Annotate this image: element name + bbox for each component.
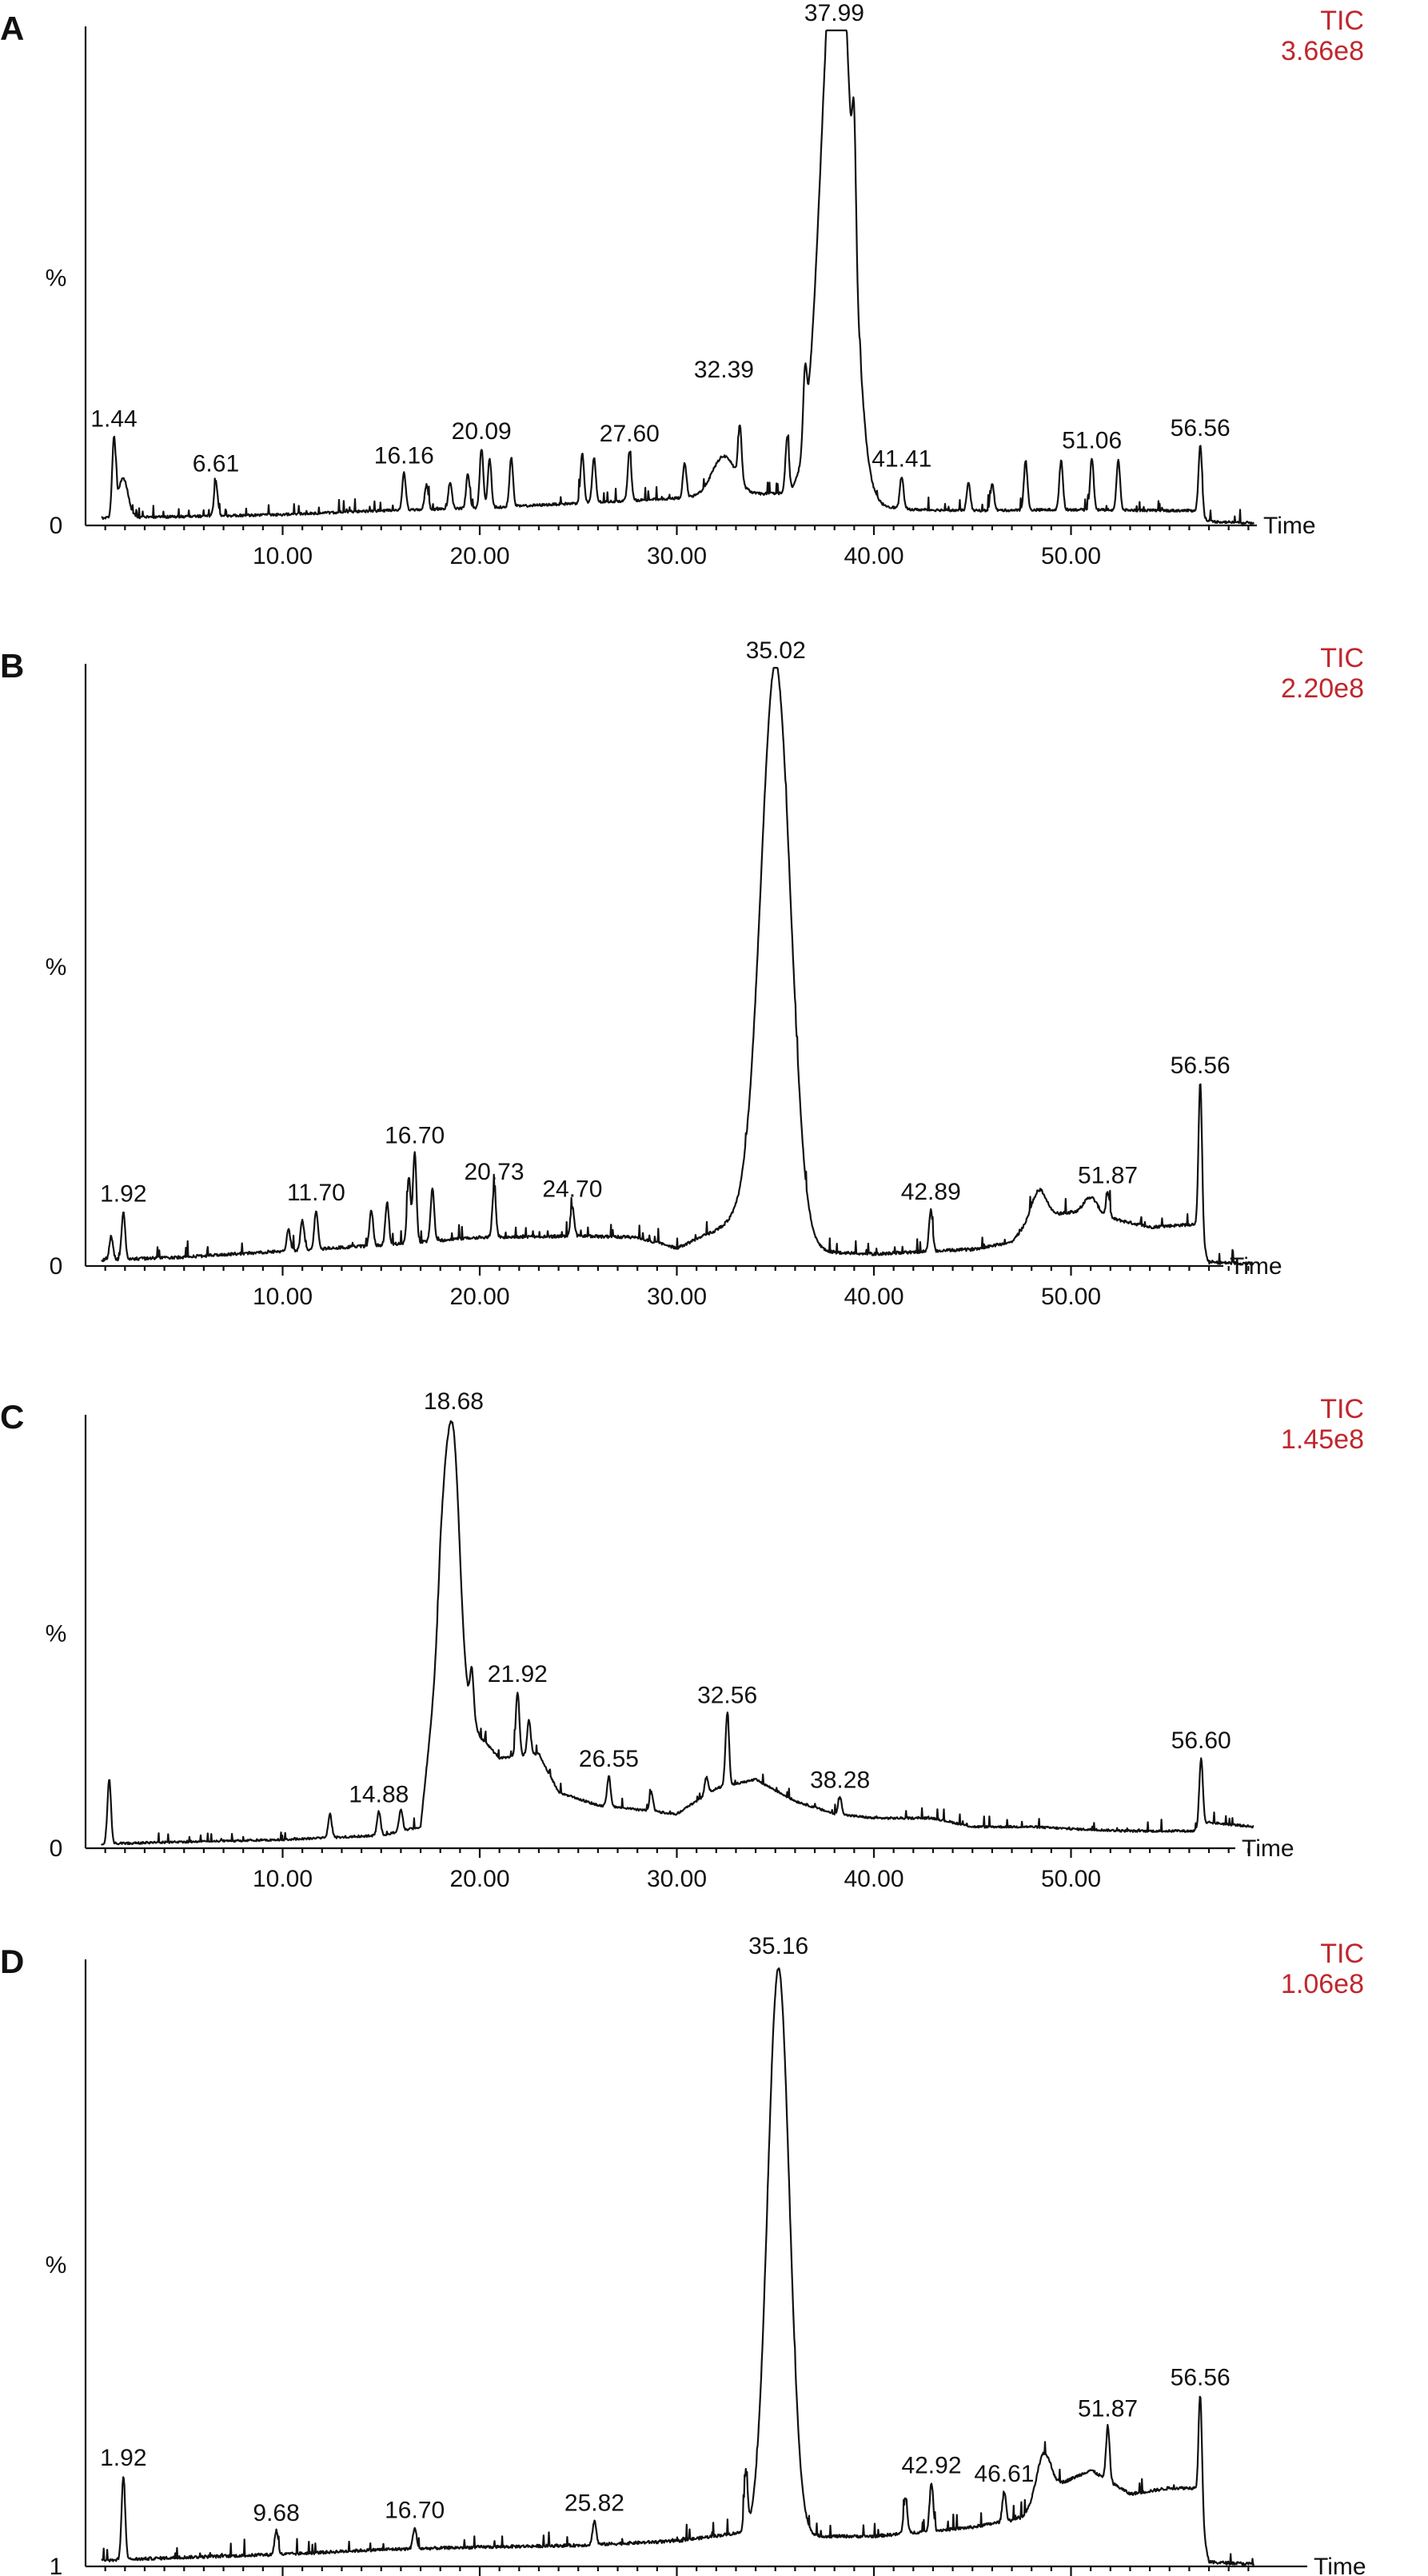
- y-zero-label: 0: [50, 1835, 63, 1862]
- x-tick-label: 10.00: [253, 1866, 313, 1892]
- peak-label: 46.61: [974, 2461, 1034, 2487]
- x-axis-label: Time: [1263, 513, 1316, 539]
- tic-value: 3.66e8: [1281, 36, 1364, 66]
- y-axis-label: %: [46, 266, 67, 292]
- tic-trace: [101, 29, 1254, 525]
- peak-label: 16.70: [385, 2497, 445, 2523]
- x-tick-label: 20.00: [449, 1284, 509, 1310]
- peak-label: 18.68: [424, 1388, 484, 1415]
- tic-trace: [101, 1967, 1255, 2566]
- peak-label: 41.41: [872, 445, 931, 472]
- peak-label: 51.87: [1078, 2396, 1138, 2422]
- y-zero-label: 0: [50, 513, 63, 539]
- tic-label: TIC: [1320, 1939, 1364, 1969]
- tic-value: 1.06e8: [1281, 1969, 1364, 1999]
- peak-label: 37.99: [804, 0, 864, 26]
- peak-label: 26.55: [579, 1746, 639, 1772]
- x-tick-label: 50.00: [1041, 1284, 1101, 1310]
- x-tick-label: 50.00: [1041, 543, 1101, 569]
- peak-label: 27.60: [600, 421, 660, 447]
- x-axis-label: Time: [1230, 1253, 1282, 1280]
- x-tick-label: 40.00: [844, 543, 903, 569]
- panel-letter: A: [0, 10, 24, 47]
- peak-label: 21.92: [488, 1661, 548, 1687]
- peak-label: 14.88: [349, 1781, 409, 1807]
- y-zero-label: 0: [50, 1253, 63, 1280]
- x-tick-label: 10.00: [253, 543, 313, 569]
- peak-label: 56.60: [1171, 1727, 1231, 1754]
- peak-label: 20.09: [452, 418, 512, 445]
- peak-label: 56.56: [1171, 1052, 1231, 1079]
- x-tick-label: 50.00: [1041, 1866, 1101, 1892]
- tic-label: TIC: [1320, 643, 1364, 673]
- peak-label: 20.73: [464, 1159, 524, 1185]
- peak-label: 56.56: [1171, 2365, 1231, 2391]
- peak-label: 24.70: [542, 1176, 602, 1202]
- peak-label: 1.92: [100, 1181, 146, 1208]
- peak-label: 16.16: [374, 442, 434, 469]
- x-tick-label: 20.00: [449, 1866, 509, 1892]
- peak-label: 16.70: [385, 1122, 445, 1148]
- x-tick-label: 30.00: [647, 1866, 707, 1892]
- peak-label: 35.02: [746, 637, 806, 664]
- x-tick-label: 40.00: [844, 1866, 903, 1892]
- y-axis-label: %: [46, 2252, 67, 2278]
- peak-label: 51.87: [1078, 1163, 1138, 1189]
- peak-label: 25.82: [564, 2490, 624, 2517]
- peak-label: 11.70: [287, 1180, 345, 1206]
- tic-value: 1.45e8: [1281, 1424, 1364, 1455]
- y-axis-label: %: [46, 1621, 67, 1647]
- peak-label: 35.16: [748, 1933, 808, 1959]
- peak-label: 38.28: [810, 1767, 870, 1793]
- panel-letter: B: [0, 647, 24, 685]
- x-axis-label: Time: [1314, 2554, 1366, 2576]
- peak-label: 1.92: [100, 2445, 146, 2471]
- y-zero-label: 1: [50, 2554, 63, 2576]
- tic-label: TIC: [1320, 6, 1364, 36]
- y-axis-label: %: [46, 954, 67, 980]
- x-tick-label: 20.00: [449, 543, 509, 569]
- peak-label: 32.39: [694, 357, 754, 383]
- peak-label: 1.44: [90, 405, 137, 432]
- peak-label: 32.56: [697, 1683, 757, 1709]
- peak-label: 9.68: [253, 2500, 299, 2526]
- peak-label: 51.06: [1062, 427, 1122, 453]
- x-tick-label: 10.00: [253, 1284, 313, 1310]
- tic-trace: [101, 666, 1254, 1266]
- x-axis-label: Time: [1242, 1835, 1294, 1862]
- tic-label: TIC: [1320, 1394, 1364, 1424]
- x-tick-label: 30.00: [647, 543, 707, 569]
- panel-letter: C: [0, 1398, 24, 1436]
- peak-label: 6.61: [193, 451, 239, 477]
- peak-label: 42.89: [901, 1179, 961, 1205]
- peak-label: 56.56: [1171, 415, 1231, 441]
- panel-d: DTIC1.06e8%1Time10.0020.0030.0040.0050.0…: [0, 1933, 1366, 2576]
- panel-letter: D: [0, 1943, 24, 1980]
- tic-value: 2.20e8: [1281, 673, 1364, 704]
- peak-label: 42.92: [901, 2452, 961, 2478]
- tic-trace: [101, 1420, 1254, 1846]
- x-tick-label: 30.00: [647, 1284, 707, 1310]
- x-tick-label: 40.00: [844, 1284, 903, 1310]
